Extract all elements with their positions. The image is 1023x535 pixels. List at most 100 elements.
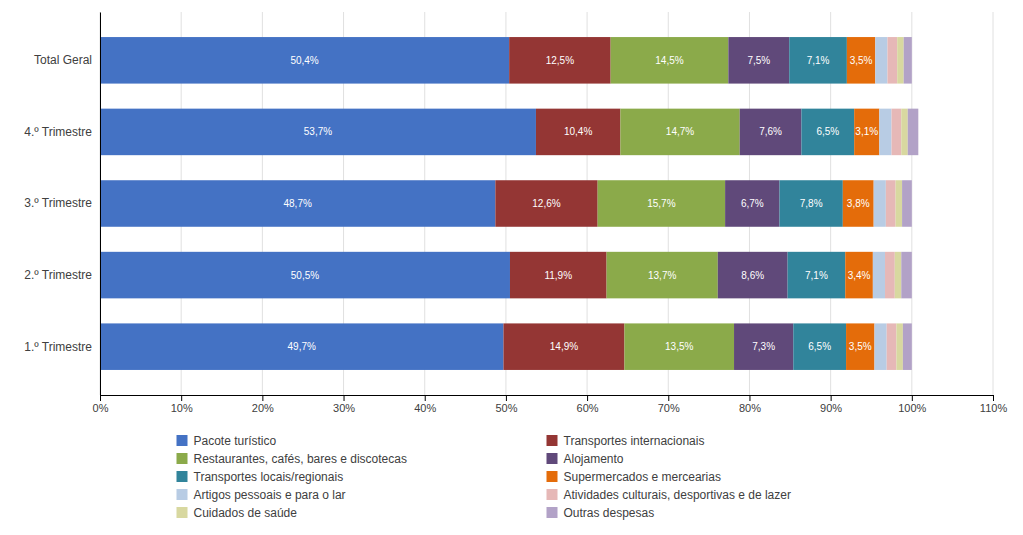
bar xyxy=(908,109,919,156)
bar xyxy=(100,252,510,299)
bar xyxy=(611,37,729,84)
data-label: 3,5% xyxy=(850,55,873,66)
tick-label: 0% xyxy=(93,402,109,414)
tick-label: 30% xyxy=(333,402,355,414)
tick: 90% xyxy=(820,395,842,414)
data-label: 53,7% xyxy=(304,126,332,137)
bar xyxy=(793,323,846,370)
data-label: 7,3% xyxy=(752,341,775,352)
tick-mark xyxy=(425,395,426,401)
data-label: 14,5% xyxy=(655,55,683,66)
tick-label: 100% xyxy=(898,402,926,414)
legend-label: Artigos pessoais e para o lar xyxy=(194,488,346,502)
tick: 50% xyxy=(495,395,517,414)
data-label: 50,4% xyxy=(290,55,318,66)
tick: 30% xyxy=(333,395,355,414)
bar xyxy=(728,37,789,84)
legend-swatch xyxy=(177,507,188,518)
legend-item: Artigos pessoais e para o lar xyxy=(177,488,346,502)
data-label: 7,1% xyxy=(807,55,830,66)
bar xyxy=(789,37,847,84)
legend-item: Transportes locais/regionais xyxy=(177,470,344,484)
data-label: 11,9% xyxy=(544,270,572,281)
bar xyxy=(801,109,854,156)
legend-swatch xyxy=(547,453,558,464)
tick-label: 60% xyxy=(577,402,599,414)
legend-label: Restaurantes, cafés, bares e discotecas xyxy=(194,452,407,466)
bar xyxy=(903,323,912,370)
tick-mark xyxy=(181,395,182,401)
bar xyxy=(843,180,874,227)
tick: 80% xyxy=(739,395,761,414)
data-label: 7,5% xyxy=(747,55,770,66)
tick-mark xyxy=(912,395,913,401)
bar xyxy=(100,323,503,370)
legend-label: Outras despesas xyxy=(564,506,655,520)
data-label: 3,5% xyxy=(849,341,872,352)
bars xyxy=(100,37,918,370)
tick-label: 20% xyxy=(252,402,274,414)
tick: 110% xyxy=(980,395,1008,414)
legend-swatch xyxy=(177,489,188,500)
bar xyxy=(846,323,874,370)
data-label: 13,5% xyxy=(665,341,693,352)
legend-label: Alojamento xyxy=(564,452,624,466)
series xyxy=(100,37,536,370)
tick-label: 90% xyxy=(820,402,842,414)
bar xyxy=(892,109,902,156)
tick: 60% xyxy=(577,395,599,414)
bar xyxy=(495,180,597,227)
tick-mark xyxy=(262,395,263,401)
bar xyxy=(779,180,842,227)
bar xyxy=(788,252,846,299)
legend-item: Supermercados e mercearias xyxy=(547,470,721,484)
bar xyxy=(854,109,879,156)
tick-label: 50% xyxy=(495,402,517,414)
data-label: 3,8% xyxy=(847,198,870,209)
series xyxy=(901,37,918,370)
tick-mark xyxy=(587,395,588,401)
data-label: 6,5% xyxy=(816,126,839,137)
plot: 49,7%50,5%48,7%53,7%50,4%14,9%11,9%12,6%… xyxy=(24,12,1007,414)
data-label: 14,7% xyxy=(666,126,694,137)
bar xyxy=(100,37,509,84)
bar xyxy=(536,109,620,156)
bar xyxy=(874,180,886,227)
legend-item: Outras despesas xyxy=(547,506,655,520)
data-labels: 49,7%50,5%48,7%53,7%50,4%14,9%11,9%12,6%… xyxy=(283,55,878,352)
legend-item: Restaurantes, cafés, bares e discotecas xyxy=(177,452,407,466)
tick-label: 70% xyxy=(658,402,680,414)
series xyxy=(598,37,740,370)
tick-label: 40% xyxy=(414,402,436,414)
legend-swatch xyxy=(177,453,188,464)
data-label: 3,1% xyxy=(855,126,878,137)
tick: 20% xyxy=(252,395,274,414)
tick-mark xyxy=(100,395,101,401)
tick: 2.º Trimestre xyxy=(24,268,100,282)
bar xyxy=(847,37,875,84)
legend-swatch xyxy=(547,471,558,482)
legend-item: Transportes internacionais xyxy=(547,434,705,448)
bar xyxy=(885,252,895,299)
bar xyxy=(879,109,891,156)
data-label: 49,7% xyxy=(288,341,316,352)
tick-label: 110% xyxy=(980,402,1008,414)
legend-item: Alojamento xyxy=(547,452,624,466)
bar xyxy=(100,109,536,156)
bar xyxy=(897,37,903,84)
data-label: 8,6% xyxy=(741,270,764,281)
data-label: 7,1% xyxy=(805,270,828,281)
bar xyxy=(873,252,885,299)
bar xyxy=(887,323,897,370)
bar xyxy=(874,323,886,370)
tick-mark xyxy=(831,395,832,401)
data-label: 14,9% xyxy=(550,341,578,352)
tick-label: 80% xyxy=(739,402,761,414)
legend-swatch xyxy=(177,435,188,446)
bar xyxy=(510,252,607,299)
data-label: 7,8% xyxy=(800,198,823,209)
tick: 1.º Trimestre xyxy=(24,340,100,354)
data-label: 6,5% xyxy=(808,341,831,352)
legend-swatch xyxy=(177,471,188,482)
legend-label: Cuidados de saúde xyxy=(194,506,298,520)
